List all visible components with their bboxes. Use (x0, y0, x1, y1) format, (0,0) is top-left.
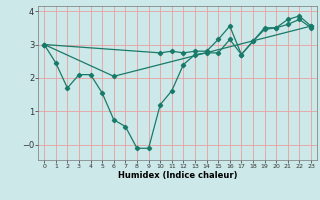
X-axis label: Humidex (Indice chaleur): Humidex (Indice chaleur) (118, 171, 237, 180)
